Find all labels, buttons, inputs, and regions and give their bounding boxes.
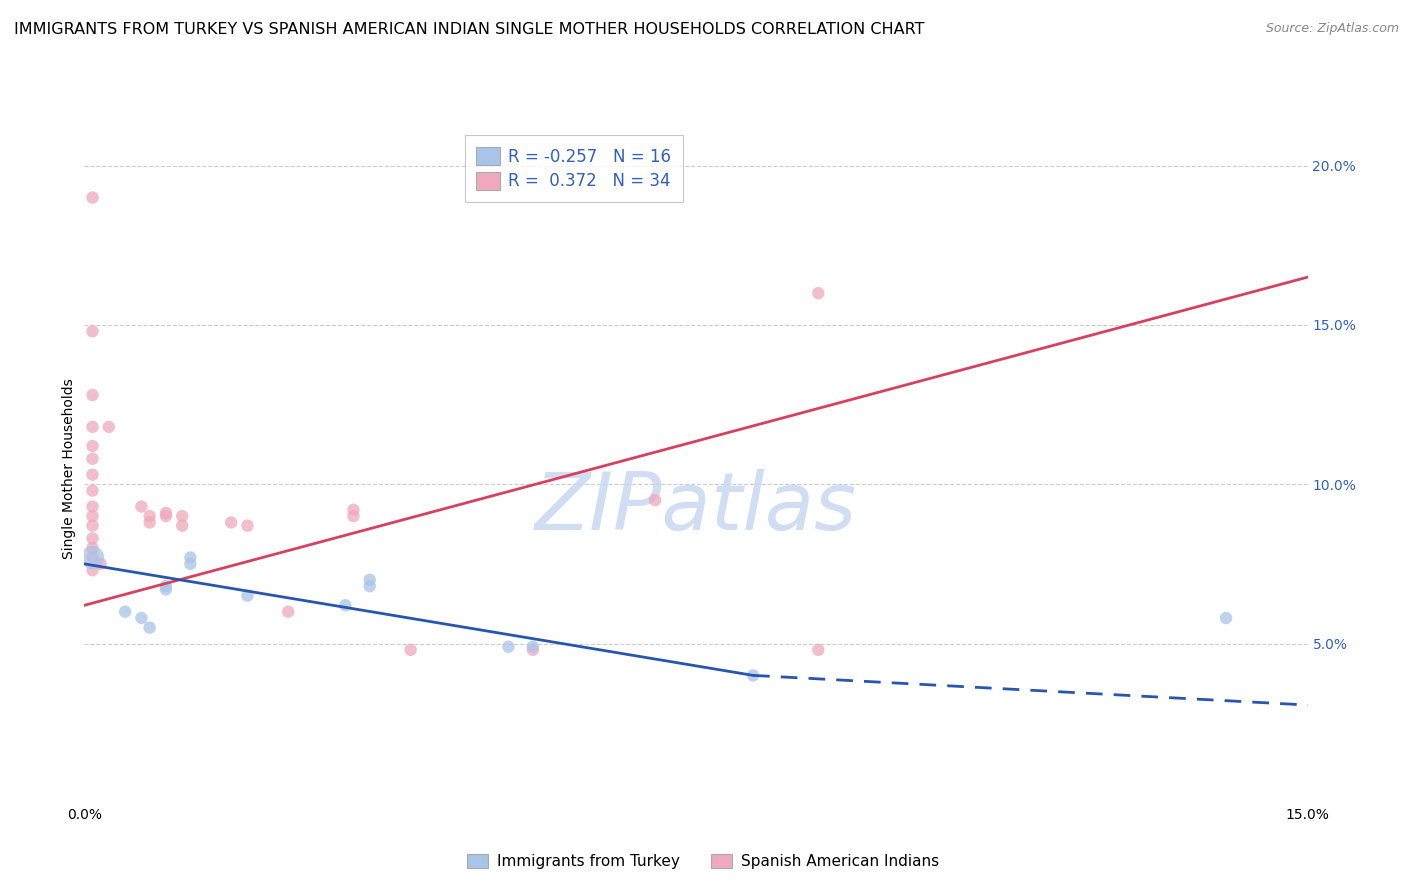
Point xyxy=(138,516,160,530)
Point xyxy=(82,550,104,565)
Point xyxy=(522,640,544,654)
Point xyxy=(236,589,259,603)
Point xyxy=(342,502,364,516)
Point xyxy=(82,451,104,466)
Text: ZIPatlas: ZIPatlas xyxy=(534,469,858,548)
Text: Source: ZipAtlas.com: Source: ZipAtlas.com xyxy=(1265,22,1399,36)
Legend: Immigrants from Turkey, Spanish American Indians: Immigrants from Turkey, Spanish American… xyxy=(461,848,945,875)
Point xyxy=(342,509,364,524)
Point xyxy=(82,324,104,338)
Point xyxy=(155,582,177,597)
Point xyxy=(114,605,136,619)
Point xyxy=(82,550,104,565)
Point xyxy=(138,509,160,524)
Point xyxy=(82,541,104,555)
Point xyxy=(131,611,153,625)
Point xyxy=(82,467,104,482)
Point xyxy=(82,190,104,204)
Point xyxy=(82,388,104,402)
Point xyxy=(1215,611,1237,625)
Point xyxy=(172,509,194,524)
Point xyxy=(155,579,177,593)
Point xyxy=(359,579,381,593)
Point xyxy=(359,573,381,587)
Point xyxy=(131,500,153,514)
Point xyxy=(219,516,242,530)
Point xyxy=(179,550,201,565)
Point xyxy=(82,500,104,514)
Point xyxy=(82,420,104,434)
Point xyxy=(179,557,201,571)
Point xyxy=(97,420,120,434)
Point xyxy=(644,493,666,508)
Point xyxy=(155,509,177,524)
Point xyxy=(138,621,160,635)
Point xyxy=(335,599,357,613)
Point xyxy=(522,643,544,657)
Point xyxy=(807,643,830,657)
Point xyxy=(155,506,177,520)
Point xyxy=(742,668,765,682)
Point xyxy=(82,563,104,577)
Point xyxy=(82,439,104,453)
Point xyxy=(807,286,830,301)
Point xyxy=(82,518,104,533)
Point xyxy=(82,509,104,524)
Point xyxy=(399,643,422,657)
Legend: R = -0.257   N = 16, R =  0.372   N = 34: R = -0.257 N = 16, R = 0.372 N = 34 xyxy=(464,136,683,202)
Point xyxy=(82,483,104,498)
Point xyxy=(172,518,194,533)
Point xyxy=(90,557,112,571)
Point xyxy=(498,640,520,654)
Y-axis label: Single Mother Households: Single Mother Households xyxy=(62,378,76,558)
Point xyxy=(277,605,299,619)
Point xyxy=(236,518,259,533)
Text: IMMIGRANTS FROM TURKEY VS SPANISH AMERICAN INDIAN SINGLE MOTHER HOUSEHOLDS CORRE: IMMIGRANTS FROM TURKEY VS SPANISH AMERIC… xyxy=(14,22,925,37)
Point xyxy=(82,532,104,546)
